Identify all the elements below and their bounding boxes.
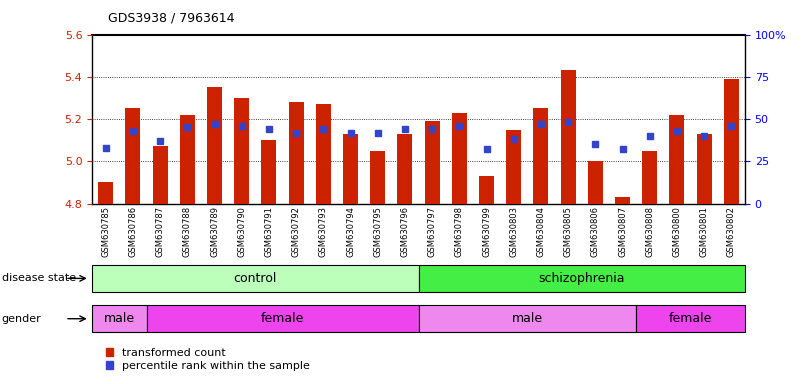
Bar (261, 140, 276, 204)
Bar (425, 121, 440, 204)
Bar (343, 134, 358, 204)
Text: female: female (261, 312, 304, 325)
Bar (92, 305, 147, 332)
Text: control: control (234, 272, 277, 285)
Text: disease state: disease state (2, 273, 76, 283)
Bar (234, 98, 249, 204)
Bar (533, 108, 549, 204)
Text: female: female (669, 312, 712, 325)
Bar (724, 79, 739, 204)
Bar (126, 108, 140, 204)
Bar (153, 146, 167, 204)
Bar (288, 102, 304, 204)
Text: GDS3938 / 7963614: GDS3938 / 7963614 (108, 12, 235, 25)
Bar (92, 265, 418, 292)
Text: male: male (104, 312, 135, 325)
Bar (642, 151, 657, 204)
Bar (636, 305, 745, 332)
Bar (418, 305, 636, 332)
Bar (588, 161, 603, 204)
Legend: transformed count, percentile rank within the sample: transformed count, percentile rank withi… (106, 348, 310, 371)
Text: male: male (512, 312, 543, 325)
Bar (697, 134, 711, 204)
Bar (479, 176, 494, 204)
Bar (615, 197, 630, 204)
Bar (397, 134, 413, 204)
Text: gender: gender (2, 314, 42, 324)
Bar (370, 151, 385, 204)
Bar (180, 115, 195, 204)
Bar (99, 182, 113, 204)
Bar (207, 88, 222, 204)
Bar (316, 104, 331, 204)
Bar (506, 129, 521, 204)
Bar (418, 265, 745, 292)
Bar (670, 115, 684, 204)
Bar (452, 113, 467, 204)
Text: schizophrenia: schizophrenia (538, 272, 625, 285)
Bar (561, 71, 576, 204)
Bar (147, 305, 418, 332)
